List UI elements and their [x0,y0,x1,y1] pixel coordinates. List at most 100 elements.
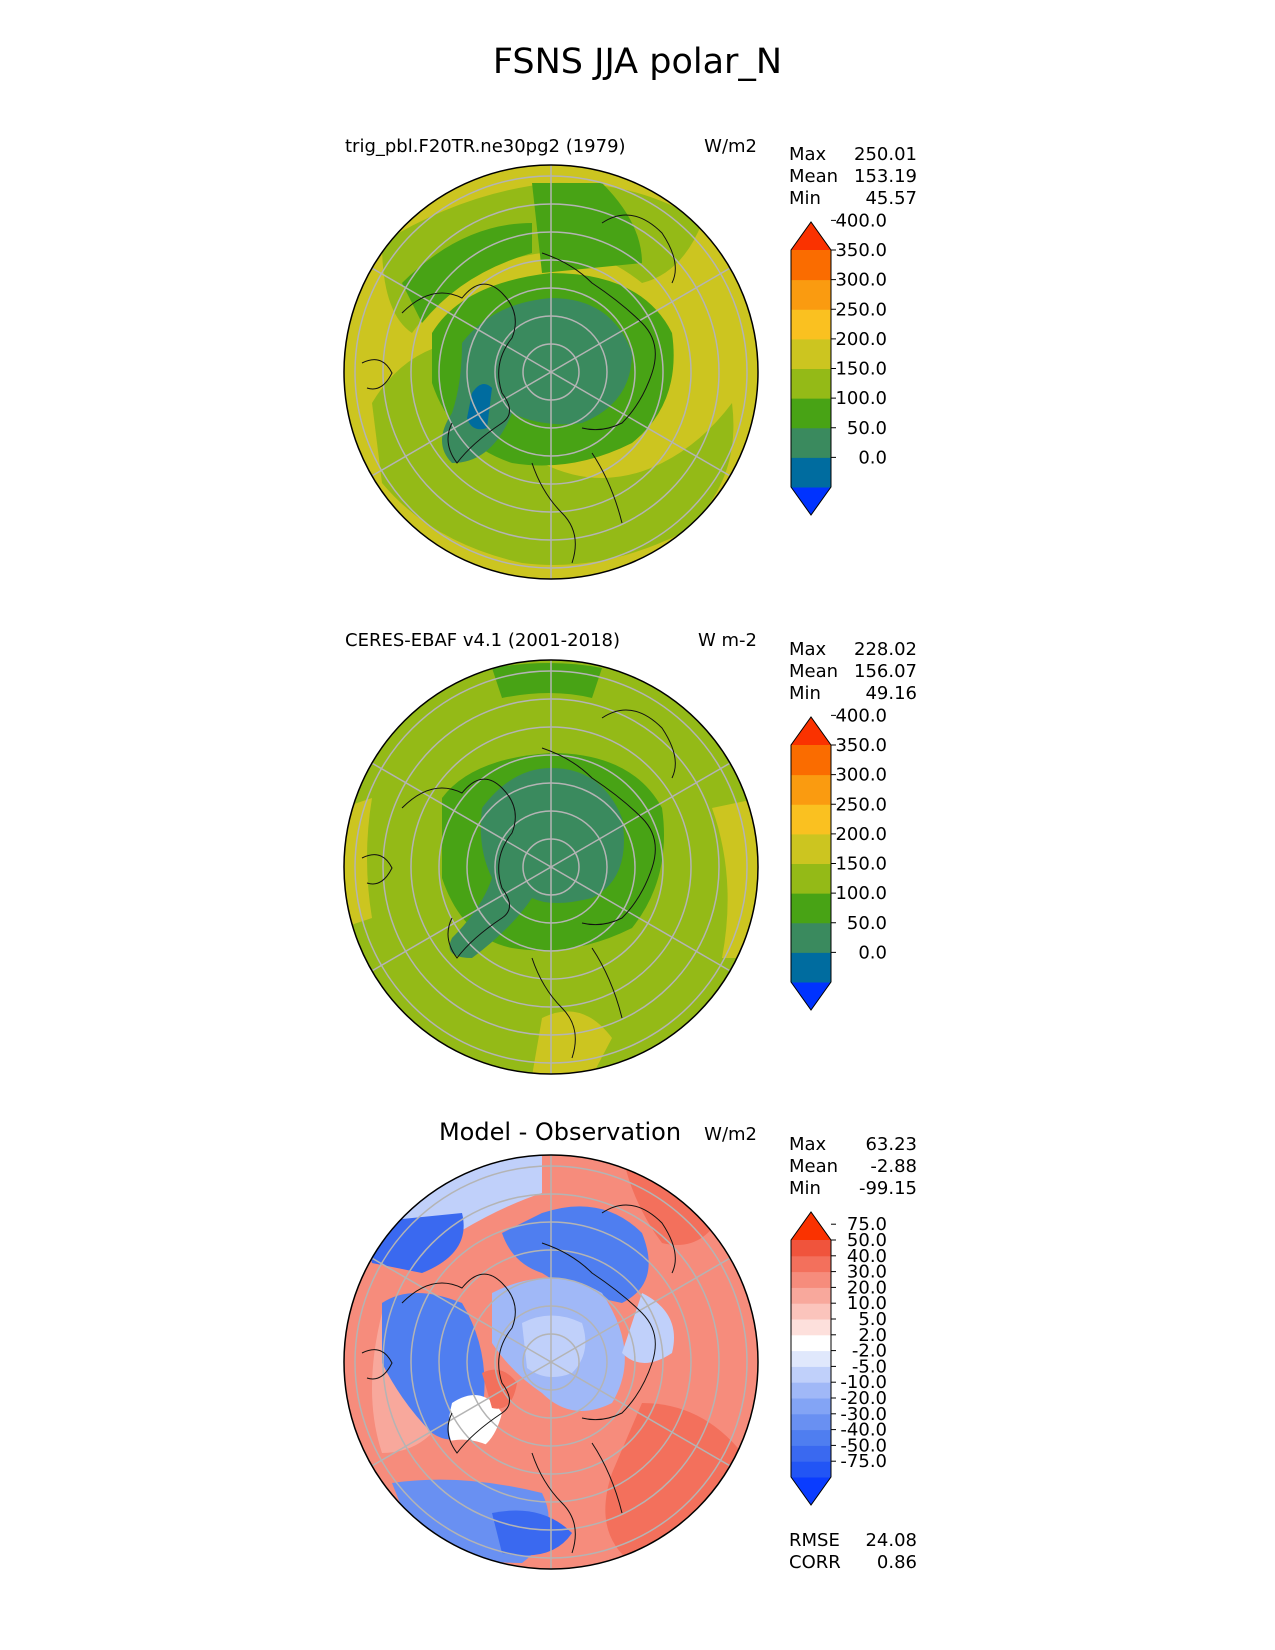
panel-units-obs: W m-2 [697,630,757,651]
colorbar-segment [791,1240,831,1257]
stat-min: 45.57 [865,188,917,209]
stats-diff: Max 63.23 Mean -2.88 Min -99.15 [789,1134,917,1200]
stat-mean: 153.19 [854,166,917,187]
colorbar-segment [791,1319,831,1336]
colorbar-segment [791,1398,831,1415]
stat-label: Mean [789,1156,839,1177]
colorbar-segment [791,1413,831,1431]
colorbar-tick-label: 250.0 [835,299,887,320]
panel-title-diff: Model - Observation [438,1118,682,1146]
colorbar-outline [790,716,832,1011]
stat-label: Max [789,639,827,660]
colorbar-segment [791,368,831,399]
colorbar-extension-high [791,1212,831,1240]
colorbar-tick-label: 250.0 [835,794,887,815]
colorbar-extension-high [791,717,831,745]
figure-title: FSNS JJA polar_N [492,42,783,82]
coastlines [361,709,676,1059]
stat-mean: 156.07 [854,661,917,682]
coastlines [361,1204,676,1554]
colorbar-segment [791,1445,831,1462]
colorbar-segment [791,250,831,281]
colorbar-tick-label: 50.0 [847,913,887,934]
colorbar-segment [791,893,831,924]
colorbar-tick-label: 150.0 [835,359,887,380]
colorbar-tick-label: 100.0 [835,388,887,409]
colorbar-tick-label: 200.0 [835,824,887,845]
colorbar-model: 0.0 50.0 100.0 150.0 200.0 250.0 300.0 350.0 400… [790,210,887,516]
metric-corr: 0.86 [876,1552,917,1573]
stats-obs: Max 228.02 Mean 156.07 Min 49.16 [789,639,917,705]
colorbar-obs: 0.0 50.0 100.0 150.0 200.0 250.0 300.0 350.0 400… [790,705,887,1011]
colorbar-tick-label: 40.0 [847,1246,887,1267]
colorbar-tick-label: 2.0 [858,1325,887,1346]
colorbar-tick-label: 50.0 [847,1230,887,1251]
colorbar-segment [791,863,831,894]
colorbar-tick-label: 400.0 [835,705,887,726]
colorbar-tick-label: 30.0 [847,1262,887,1283]
colorbar-segment [791,1366,831,1383]
colorbar-segment [791,1255,831,1273]
colorbar-segment [791,1429,831,1446]
colorbar-outline [790,1211,832,1506]
panel-units-diff: W/m2 [704,1124,757,1145]
colorbar-tick-label: -2.0 [852,1341,887,1362]
colorbar-segment [791,1334,831,1352]
metric-label: RMSE [789,1530,840,1551]
colorbar-tick-label: 150.0 [835,854,887,875]
colorbar-segment [791,457,831,488]
stat-label: Min [789,188,821,209]
colorbar-segment [791,309,831,340]
colorbar-tick-label: -10.0 [840,1372,887,1393]
colorbar-segment [791,279,831,310]
colorbar-segment [791,774,831,805]
colorbar-tick-label: 75.0 [847,1214,887,1235]
colorbar-tick-label: 0.0 [858,447,887,468]
colorbar-tick-label: -20.0 [840,1388,887,1409]
polar-map-model [343,164,759,580]
panel-title-model: trig_pbl.F20TR.ne30pg2 (1979) [345,136,626,157]
colorbar-segment [791,745,831,776]
colorbar-segment [791,338,831,369]
panel-units-model: W/m2 [704,136,757,157]
colorbar-tick-label: -50.0 [840,1435,887,1456]
colorbar-segment [791,804,831,835]
metric-rmse: 24.08 [865,1530,917,1551]
stat-label: Max [789,144,827,165]
graticule [354,660,748,1074]
stat-label: Mean [789,166,839,187]
coastlines [361,214,676,564]
colorbar-segment [791,1382,831,1399]
metrics-diff: RMSE 24.08 CORR 0.86 [789,1530,917,1574]
colorbar-tick-label: 300.0 [835,270,887,291]
colorbar-diff: -75.0-50.0-40.0-30.0-20.0-10.0-5.0-2.02.… [790,1211,887,1506]
polar-map-obs [343,659,759,1075]
colorbar-extension-high [791,222,831,250]
stat-max: 63.23 [865,1134,917,1155]
colorbar-tick-label: 10.0 [847,1293,887,1314]
colorbar-segment [791,398,831,429]
colorbar-tick-label: -30.0 [840,1404,887,1425]
colorbar-tick-label: 200.0 [835,329,887,350]
colorbar-tick-label: 0.0 [858,942,887,963]
colorbar-segment [791,952,831,983]
colorbar-segment [791,1271,831,1288]
colorbar-extension-low [791,982,831,1010]
stat-max: 250.01 [854,144,917,165]
colorbar-tick-label: -5.0 [852,1356,887,1377]
colorbar-tick-label: 300.0 [835,765,887,786]
colorbar-tick-label: 20.0 [847,1277,887,1298]
colorbar-segment [791,1287,831,1304]
stat-label: Mean [789,661,839,682]
stat-min: -99.15 [858,1178,917,1199]
colorbar-tick-label: 350.0 [835,240,887,261]
stat-label: Min [789,683,821,704]
metric-label: CORR [789,1552,841,1573]
colorbar-tick-label: 100.0 [835,883,887,904]
colorbar-segment [791,1303,831,1320]
panel-title-obs: CERES-EBAF v4.1 (2001-2018) [345,630,621,651]
colorbar-extension-low [791,1477,831,1505]
colorbar-segment [791,1461,831,1478]
colorbar-tick-label: 350.0 [835,735,887,756]
stat-mean: -2.88 [870,1156,917,1177]
